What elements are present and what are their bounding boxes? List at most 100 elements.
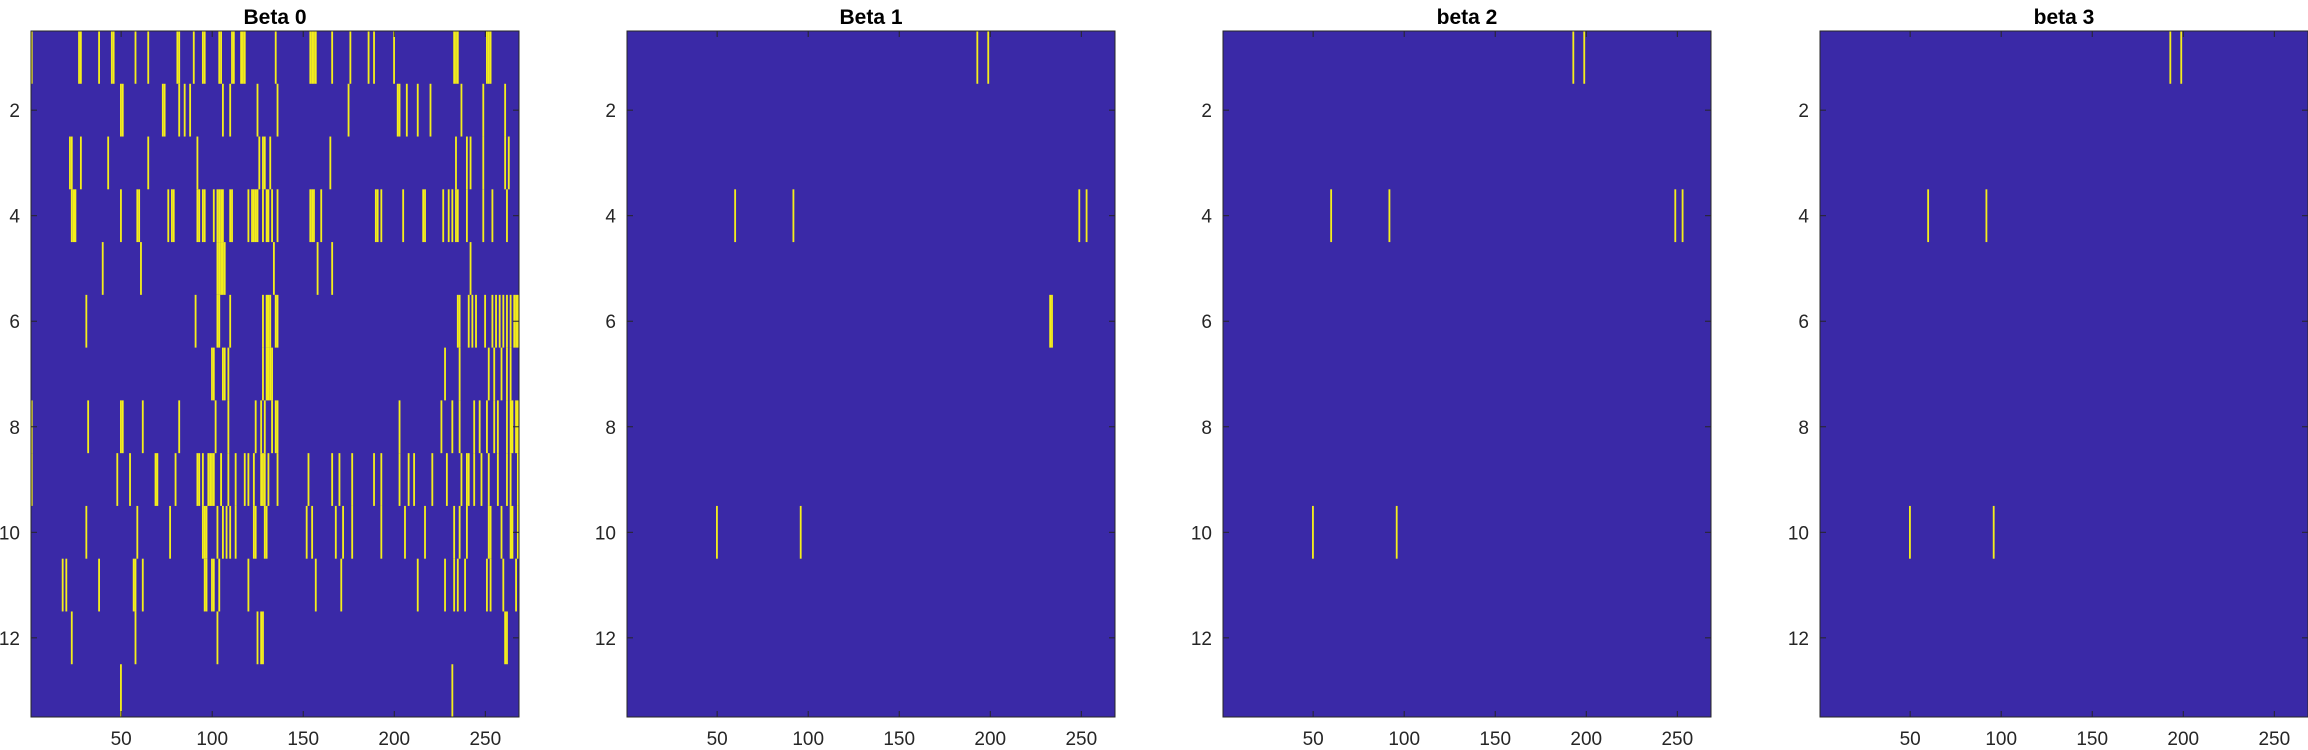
y-tick-label: 10	[0, 523, 20, 544]
heatmap-cell	[486, 558, 488, 612]
heatmap-cell	[351, 505, 354, 559]
heatmap-cell	[329, 136, 332, 190]
heatmap-cell	[134, 611, 137, 665]
heatmap-cell	[486, 400, 488, 454]
heatmap-cell	[311, 505, 314, 559]
y-tick-label: 12	[595, 629, 616, 650]
heatmap-cell	[475, 294, 477, 348]
heatmap-cell	[134, 558, 137, 612]
heatmap-cell	[1051, 294, 1053, 348]
heatmap-cell	[309, 189, 312, 243]
heatmap-cell	[509, 453, 512, 506]
y-tick-label: 6	[9, 312, 20, 333]
heatmap-cell	[227, 453, 230, 506]
heatmap-cell	[480, 453, 483, 506]
heatmap-cell	[227, 347, 230, 401]
heatmap-cell	[189, 83, 192, 137]
axes-box	[1222, 30, 1712, 718]
heatmap-cell	[121, 83, 124, 137]
heatmap-cell	[260, 453, 263, 506]
heatmap-cell	[147, 136, 150, 190]
heatmap-cell	[220, 242, 222, 295]
heatmap-cell	[221, 505, 224, 559]
heatmap-cell	[247, 453, 250, 506]
heatmap-cell	[465, 453, 468, 506]
x-tick-label: 50	[1900, 729, 1921, 750]
heatmap-cell	[799, 505, 802, 559]
heatmap-background	[1820, 31, 2308, 717]
heatmap-cell	[252, 189, 255, 243]
heatmap-cell	[491, 189, 494, 243]
heatmap-cell	[1049, 294, 1052, 348]
y-tick-label: 2	[1798, 101, 1809, 122]
y-tick-label: 8	[1798, 418, 1809, 439]
heatmap-cell	[473, 453, 476, 506]
heatmap-cell	[141, 558, 144, 612]
heatmap-cell	[491, 294, 494, 348]
heatmap-cell	[456, 189, 459, 243]
heatmap-cell	[455, 189, 457, 243]
heatmap-cell	[269, 347, 272, 401]
heatmap-cell	[220, 31, 222, 84]
heatmap-cell	[112, 31, 115, 84]
heatmap-cell	[482, 83, 485, 137]
x-tick-label: 250	[1065, 729, 1097, 750]
heatmap-cell	[424, 505, 426, 559]
heatmap-cell	[203, 505, 206, 559]
axes-box	[30, 30, 520, 718]
heatmap-cell	[314, 31, 317, 84]
heatmap-cell	[276, 400, 279, 454]
heatmap-cell	[487, 453, 490, 506]
heatmap-cell	[167, 189, 170, 243]
heatmap-cell	[121, 400, 124, 454]
heatmap-cell	[442, 189, 445, 243]
heatmap-cell	[265, 347, 268, 401]
heatmap-cell	[211, 347, 213, 401]
subplot-title: Beta 1	[839, 6, 902, 29]
heatmap-cell	[1985, 189, 1988, 243]
heatmap-cell	[398, 400, 401, 454]
heatmap-cell	[393, 31, 395, 84]
x-tick-label: 200	[974, 729, 1006, 750]
heatmap-cell	[458, 400, 461, 454]
heatmap-cell	[201, 31, 204, 84]
heatmap-cell	[265, 189, 268, 243]
heatmap-cell	[478, 400, 481, 454]
x-tick-label: 50	[707, 729, 728, 750]
heatmap-cell	[305, 505, 308, 559]
heatmap-cell	[373, 31, 375, 84]
heatmap-cell	[201, 189, 204, 243]
heatmap-cell	[223, 347, 226, 401]
x-tick-label: 100	[196, 729, 228, 750]
heatmap-cell	[196, 189, 199, 243]
heatmap-cell	[506, 611, 508, 665]
heatmap-cell	[271, 189, 273, 243]
heatmap-cell	[500, 505, 503, 559]
heatmap-cell	[265, 505, 268, 559]
heatmap-cell	[367, 31, 370, 84]
heatmap-cell	[69, 136, 71, 190]
heatmap-cell	[496, 400, 499, 454]
heatmap-cell	[234, 505, 237, 559]
heatmap-cell	[30, 453, 33, 506]
heatmap-cell	[243, 31, 246, 84]
y-tick-label: 6	[605, 312, 616, 333]
heatmap-cell	[72, 189, 75, 243]
heatmap-cell	[482, 136, 485, 190]
heatmap-cell	[256, 83, 259, 137]
y-tick-label: 2	[9, 101, 20, 122]
heatmap-cell	[976, 31, 979, 84]
heatmap-cell	[456, 558, 459, 612]
heatmap-cell	[258, 136, 261, 190]
heatmap-cell	[221, 242, 224, 295]
heatmap-cell	[493, 347, 496, 401]
heatmap-cell	[489, 558, 492, 612]
heatmap-cell	[221, 83, 224, 137]
heatmap-cell	[85, 505, 88, 559]
heatmap-cell	[269, 136, 272, 190]
heatmap-cell	[30, 31, 33, 84]
heatmap-cell	[265, 294, 268, 348]
heatmap-cell	[271, 347, 273, 401]
heatmap-cell	[506, 347, 508, 401]
heatmap-cell	[74, 189, 77, 243]
